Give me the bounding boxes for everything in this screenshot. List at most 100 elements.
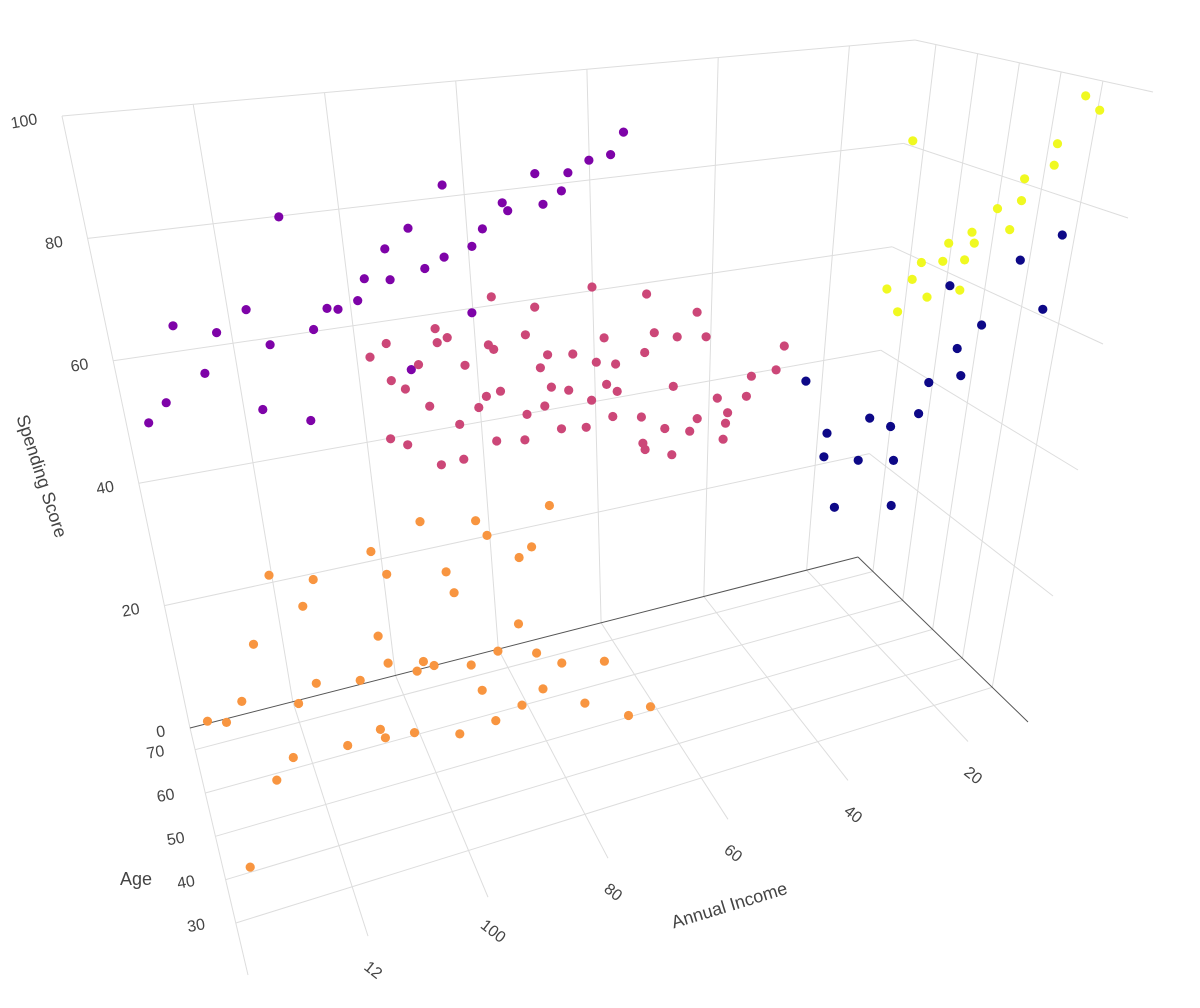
data-point[interactable] [779, 341, 789, 351]
data-point[interactable] [543, 350, 553, 360]
data-point[interactable] [474, 402, 484, 413]
data-point[interactable] [248, 639, 259, 649]
data-point[interactable] [1052, 139, 1063, 149]
data-point[interactable] [636, 412, 647, 422]
data-point[interactable] [513, 619, 524, 629]
data-point[interactable] [587, 395, 597, 405]
data-point[interactable] [383, 658, 393, 668]
data-point[interactable] [672, 332, 682, 342]
data-point[interactable] [701, 332, 711, 342]
data-point[interactable] [353, 296, 363, 306]
data-point[interactable] [449, 588, 459, 598]
data-point[interactable] [409, 728, 420, 738]
data-point[interactable] [380, 244, 390, 254]
data-point[interactable] [618, 127, 629, 137]
data-point[interactable] [437, 180, 447, 190]
data-point[interactable] [306, 415, 316, 426]
data-point[interactable] [924, 377, 934, 388]
data-point[interactable] [865, 413, 875, 423]
data-point[interactable] [611, 359, 621, 369]
data-point[interactable] [202, 716, 213, 726]
data-point[interactable] [1057, 230, 1067, 240]
data-point[interactable] [556, 186, 567, 196]
data-point[interactable] [403, 223, 413, 233]
data-point[interactable] [886, 500, 896, 511]
data-point[interactable] [829, 502, 840, 512]
data-point[interactable] [517, 700, 527, 710]
data-point[interactable] [667, 450, 677, 460]
data-point[interactable] [274, 212, 284, 222]
data-point[interactable] [907, 274, 917, 284]
data-point[interactable] [606, 150, 616, 160]
data-point[interactable] [540, 401, 550, 411]
data-point[interactable] [893, 307, 903, 317]
data-point[interactable] [1015, 255, 1025, 265]
data-point[interactable] [723, 408, 733, 418]
data-point[interactable] [945, 281, 955, 291]
data-point[interactable] [144, 418, 154, 428]
data-point[interactable] [311, 678, 321, 688]
data-point[interactable] [692, 307, 702, 317]
data-point[interactable] [642, 289, 652, 299]
data-point[interactable] [497, 198, 507, 208]
data-point[interactable] [649, 328, 659, 338]
data-point[interactable] [556, 424, 567, 434]
data-point[interactable] [493, 646, 503, 656]
data-point[interactable] [977, 320, 987, 330]
data-point[interactable] [459, 454, 469, 464]
data-point[interactable] [608, 411, 618, 422]
data-point[interactable] [439, 252, 449, 262]
data-point[interactable] [522, 409, 532, 419]
data-point[interactable] [771, 365, 781, 375]
data-point[interactable] [520, 330, 531, 340]
data-point[interactable] [944, 238, 954, 248]
data-point[interactable] [406, 365, 416, 375]
data-point[interactable] [746, 371, 757, 381]
data-point[interactable] [520, 435, 530, 445]
data-point[interactable] [685, 426, 695, 436]
data-point[interactable] [333, 304, 343, 314]
data-point[interactable] [692, 414, 702, 424]
data-point[interactable] [258, 404, 268, 415]
data-point[interactable] [587, 282, 597, 292]
data-point[interactable] [882, 284, 892, 294]
data-point[interactable] [530, 169, 540, 179]
data-point[interactable] [538, 684, 548, 694]
data-point[interactable] [366, 546, 376, 557]
data-point[interactable] [660, 423, 670, 434]
data-point[interactable] [413, 360, 424, 370]
data-point[interactable] [538, 199, 548, 209]
data-point[interactable] [168, 321, 178, 331]
data-point[interactable] [888, 455, 899, 465]
data-point[interactable] [591, 357, 601, 367]
data-point[interactable] [264, 570, 274, 580]
data-point[interactable] [822, 428, 832, 438]
data-point[interactable] [241, 305, 251, 315]
data-point[interactable] [1005, 225, 1015, 235]
data-point[interactable] [992, 204, 1003, 214]
data-point[interactable] [741, 391, 752, 401]
data-point[interactable] [420, 263, 430, 274]
data-point[interactable] [221, 717, 232, 728]
data-point[interactable] [380, 733, 390, 743]
data-point[interactable] [908, 136, 918, 146]
data-point[interactable] [563, 168, 573, 178]
data-point[interactable] [432, 338, 442, 348]
data-point[interactable] [467, 241, 477, 251]
data-point[interactable] [483, 340, 493, 350]
data-point[interactable] [430, 324, 440, 334]
data-point[interactable] [212, 328, 222, 338]
data-point[interactable] [477, 685, 487, 695]
data-point[interactable] [322, 303, 332, 313]
data-point[interactable] [1081, 91, 1091, 101]
data-point[interactable] [580, 698, 590, 708]
data-point[interactable] [386, 376, 396, 386]
data-point[interactable] [466, 660, 476, 670]
data-point[interactable] [491, 716, 501, 726]
data-point[interactable] [712, 393, 722, 403]
data-point[interactable] [638, 438, 648, 448]
data-point[interactable] [640, 347, 650, 358]
data-point[interactable] [530, 302, 540, 312]
